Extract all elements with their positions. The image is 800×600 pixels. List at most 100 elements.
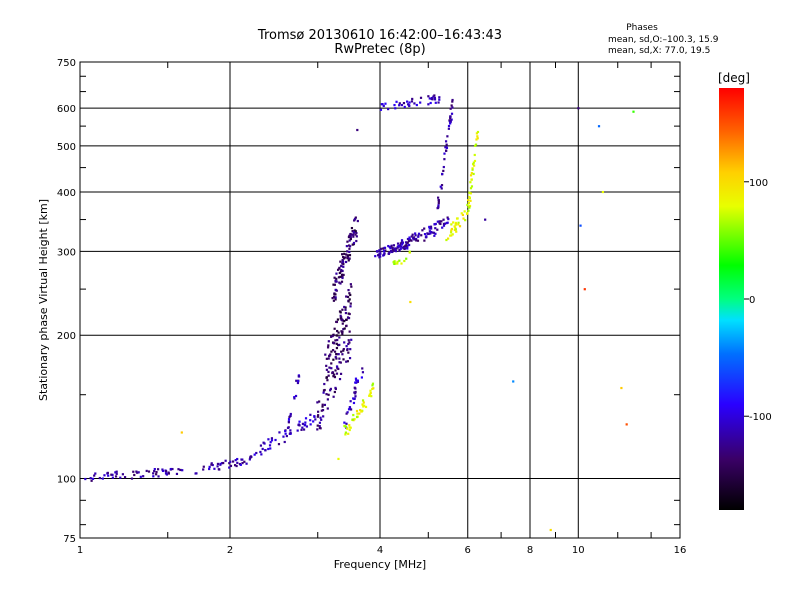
echo-point <box>415 103 418 107</box>
echo-point <box>436 207 439 210</box>
echo-point <box>352 401 356 405</box>
echo-point <box>161 468 164 471</box>
echo-point <box>445 143 448 146</box>
echo-point <box>398 259 401 262</box>
echo-point <box>331 334 334 338</box>
echo-point <box>347 408 351 411</box>
echo-point <box>119 476 122 479</box>
echo-point <box>336 318 340 321</box>
echo-point <box>115 470 118 473</box>
echo-point <box>111 473 114 476</box>
echo-point <box>436 220 439 223</box>
echo-point <box>101 477 104 480</box>
y-axis-label: Stationary phase Virtual Height [km] <box>37 199 50 401</box>
echo-point <box>321 403 324 406</box>
echo-point <box>130 477 134 480</box>
echo-point <box>371 382 375 385</box>
echo-point <box>379 250 382 253</box>
echo-point <box>400 239 404 242</box>
echo-point <box>157 475 160 478</box>
echo-point <box>289 412 292 416</box>
echo-point <box>340 273 344 276</box>
echo-point <box>398 248 401 251</box>
echo-point <box>325 368 328 371</box>
echo-point <box>243 460 246 463</box>
grid <box>80 62 680 538</box>
echo-point <box>330 362 333 365</box>
echo-point <box>339 361 342 364</box>
echo-point <box>334 279 337 282</box>
echo-point <box>423 227 426 230</box>
echo-point <box>255 451 258 455</box>
colorbar-gradient <box>719 88 744 510</box>
echo-point <box>303 423 307 426</box>
isolated-echo-point <box>625 423 628 426</box>
echo-point <box>444 140 448 143</box>
echo-point <box>336 338 339 342</box>
echo-point <box>410 100 414 103</box>
echo-point <box>348 250 351 254</box>
echo-point <box>355 379 358 382</box>
echo-point <box>449 120 452 124</box>
echo-point <box>405 242 408 245</box>
echo-point <box>378 249 381 252</box>
echo-point <box>334 387 337 391</box>
echo-point <box>153 467 156 471</box>
echo-point <box>406 247 409 250</box>
echo-point <box>334 369 337 372</box>
echo-point <box>153 470 156 473</box>
echo-point <box>406 237 410 241</box>
echo-point <box>335 342 338 345</box>
echo-point <box>401 241 405 244</box>
echo-point <box>345 360 348 363</box>
echo-point <box>451 233 454 236</box>
echo-point <box>342 262 345 266</box>
echo-point <box>356 379 360 382</box>
echo-point <box>333 350 337 353</box>
echo-point <box>241 461 244 465</box>
echo-point <box>372 387 375 390</box>
echo-point <box>339 282 342 285</box>
echo-point <box>325 364 328 367</box>
echo-point <box>337 353 340 356</box>
echo-point <box>345 245 348 248</box>
echo-point <box>342 328 345 331</box>
echo-point <box>361 371 365 374</box>
echo-point <box>332 299 336 302</box>
echo-point <box>295 379 298 382</box>
y-tick-label: 300 <box>57 247 76 258</box>
echo-point <box>361 403 364 406</box>
echo-point <box>389 247 392 250</box>
isolated-echo-point <box>632 110 635 113</box>
echo-point <box>468 191 471 194</box>
echo-point <box>107 474 110 477</box>
echo-point <box>381 247 384 250</box>
echo-point <box>340 264 343 268</box>
echo-point <box>351 418 354 421</box>
echo-point <box>347 351 350 354</box>
echo-point <box>286 426 290 430</box>
echo-point <box>349 400 352 403</box>
echo-point <box>282 435 285 438</box>
echo-point <box>349 293 352 297</box>
echo-point <box>334 293 337 296</box>
echo-point <box>284 429 287 433</box>
echo-point <box>91 477 95 480</box>
echo-point <box>327 344 330 347</box>
echo-point <box>145 469 148 473</box>
echo-point <box>329 389 332 392</box>
echo-point <box>449 234 452 237</box>
echo-point <box>352 243 355 246</box>
echo-point <box>437 200 440 203</box>
echo-point <box>318 421 322 424</box>
echo-point <box>437 196 440 199</box>
echo-point <box>320 409 323 412</box>
echo-point <box>339 270 343 273</box>
echo-point <box>346 255 349 258</box>
isolated-echo-point <box>601 190 605 194</box>
echo-point <box>457 221 460 224</box>
echo-point <box>351 243 354 246</box>
echo-point <box>347 432 350 435</box>
phases-title: Phases <box>626 23 658 33</box>
echo-point <box>339 275 342 278</box>
